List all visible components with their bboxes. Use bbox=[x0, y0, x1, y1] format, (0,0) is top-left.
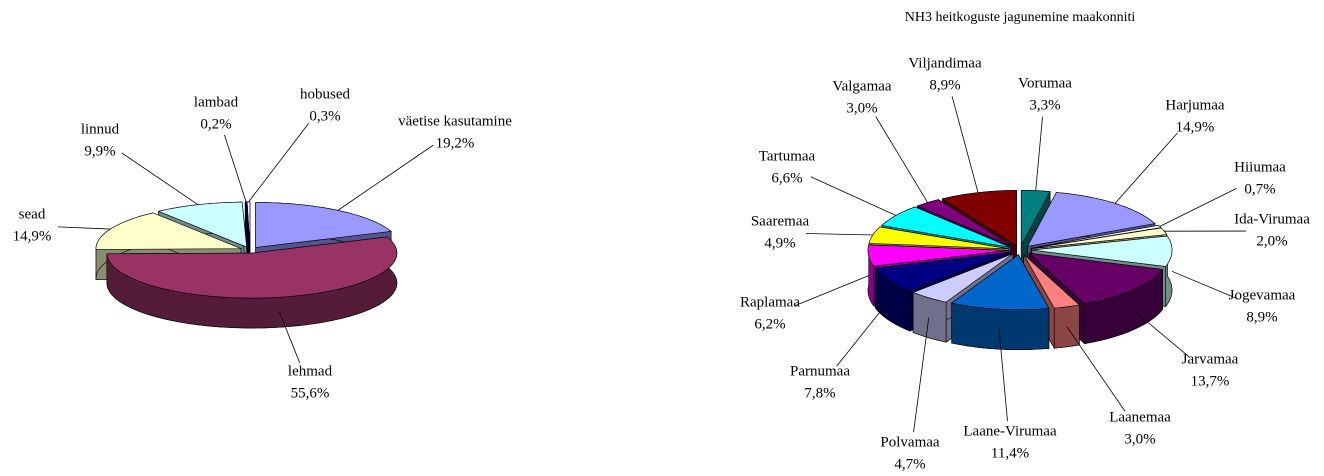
leader-line bbox=[121, 152, 199, 206]
slice bbox=[1031, 227, 1168, 249]
leader-line bbox=[337, 144, 434, 211]
slice-label: Viljandimaa bbox=[908, 55, 982, 71]
slice-label: hobused bbox=[300, 86, 350, 102]
slice bbox=[868, 226, 1009, 250]
leader-line bbox=[57, 226, 111, 230]
value-label: 3,0% bbox=[1124, 431, 1155, 447]
leader-line bbox=[279, 312, 301, 363]
leader-line bbox=[810, 176, 897, 216]
leader-line bbox=[805, 233, 873, 236]
value-label: 14,9% bbox=[13, 228, 52, 244]
slice bbox=[106, 236, 398, 299]
slice-label: Harjumaa bbox=[1165, 97, 1224, 113]
leader-line bbox=[794, 275, 869, 307]
slice bbox=[157, 201, 247, 248]
leader-line bbox=[1035, 116, 1043, 191]
slice-label: Saaremaa bbox=[751, 213, 810, 229]
slice bbox=[867, 244, 1009, 267]
value-label: 3,0% bbox=[846, 100, 877, 116]
slice bbox=[1020, 190, 1051, 246]
slice-label: Valgamaa bbox=[832, 78, 891, 94]
slice bbox=[881, 206, 1011, 248]
value-label: 7,8% bbox=[804, 385, 835, 401]
value-label: 0,2% bbox=[200, 116, 231, 132]
slice-label: Jarvamaa bbox=[1182, 351, 1239, 367]
slice-label: Hiiumaa bbox=[1234, 159, 1286, 175]
leader-line bbox=[875, 116, 928, 203]
slice-wall bbox=[1053, 304, 1080, 349]
slice-label: sead bbox=[19, 206, 46, 222]
slice-label: Laane-Virumaa bbox=[963, 423, 1057, 439]
value-label: 11,4% bbox=[991, 445, 1029, 461]
value-label: 13,7% bbox=[1191, 373, 1230, 389]
value-label: 0,7% bbox=[1244, 181, 1275, 197]
slice bbox=[1023, 254, 1080, 309]
leader-line bbox=[951, 96, 979, 193]
slice bbox=[1028, 252, 1164, 304]
slice-label: Parnumaa bbox=[790, 363, 850, 379]
slice-label: lambad bbox=[194, 94, 239, 110]
slice-label: Ida-Virumaa bbox=[1234, 211, 1310, 227]
value-label: 4,7% bbox=[894, 456, 925, 472]
leader-line bbox=[1114, 132, 1178, 204]
leader-line bbox=[248, 122, 310, 203]
slice bbox=[1026, 192, 1156, 247]
value-label: 4,9% bbox=[764, 235, 795, 251]
chart-title: NH3 heitkoguste jagunemine maakonniti bbox=[905, 10, 1136, 25]
slice bbox=[95, 212, 242, 250]
slice-label: lehmad bbox=[288, 363, 333, 379]
slice bbox=[941, 190, 1017, 247]
leader-line bbox=[1159, 188, 1237, 227]
value-label: 6,6% bbox=[771, 170, 802, 186]
leader-line bbox=[998, 329, 1008, 422]
leader-line bbox=[913, 317, 930, 433]
slice-label: Polvamaa bbox=[880, 434, 939, 450]
value-label: 19,2% bbox=[436, 135, 475, 151]
slice-label: Raplamaa bbox=[740, 294, 800, 310]
value-label: 9,9% bbox=[84, 143, 115, 159]
value-label: 6,2% bbox=[754, 316, 785, 332]
slice bbox=[244, 201, 251, 247]
slice bbox=[1031, 235, 1173, 267]
leader-line bbox=[224, 134, 247, 203]
value-label: 3,3% bbox=[1029, 97, 1060, 113]
slice bbox=[255, 202, 392, 248]
slice-label: Tartumaa bbox=[759, 148, 816, 164]
value-label: 8,9% bbox=[1246, 309, 1277, 325]
slice bbox=[874, 252, 1010, 292]
slice-label: Laanemaa bbox=[1109, 409, 1171, 425]
slice-label: linnud bbox=[81, 121, 120, 137]
value-label: 8,9% bbox=[929, 77, 960, 93]
slice bbox=[912, 253, 1013, 303]
slice-label: Vorumaa bbox=[1018, 75, 1072, 91]
slice-label: Jogevamaa bbox=[1229, 287, 1296, 303]
leader-line bbox=[1132, 309, 1190, 358]
leader-line bbox=[1066, 326, 1126, 412]
leader-line bbox=[1171, 270, 1238, 300]
value-label: 55,6% bbox=[291, 385, 330, 401]
slice-label: väetise kasutamine bbox=[398, 113, 512, 129]
leader-line bbox=[836, 300, 890, 367]
value-label: 0,3% bbox=[309, 108, 340, 124]
slice bbox=[950, 254, 1050, 310]
value-label: 14,9% bbox=[1176, 119, 1215, 135]
value-label: 2,0% bbox=[1256, 233, 1287, 249]
